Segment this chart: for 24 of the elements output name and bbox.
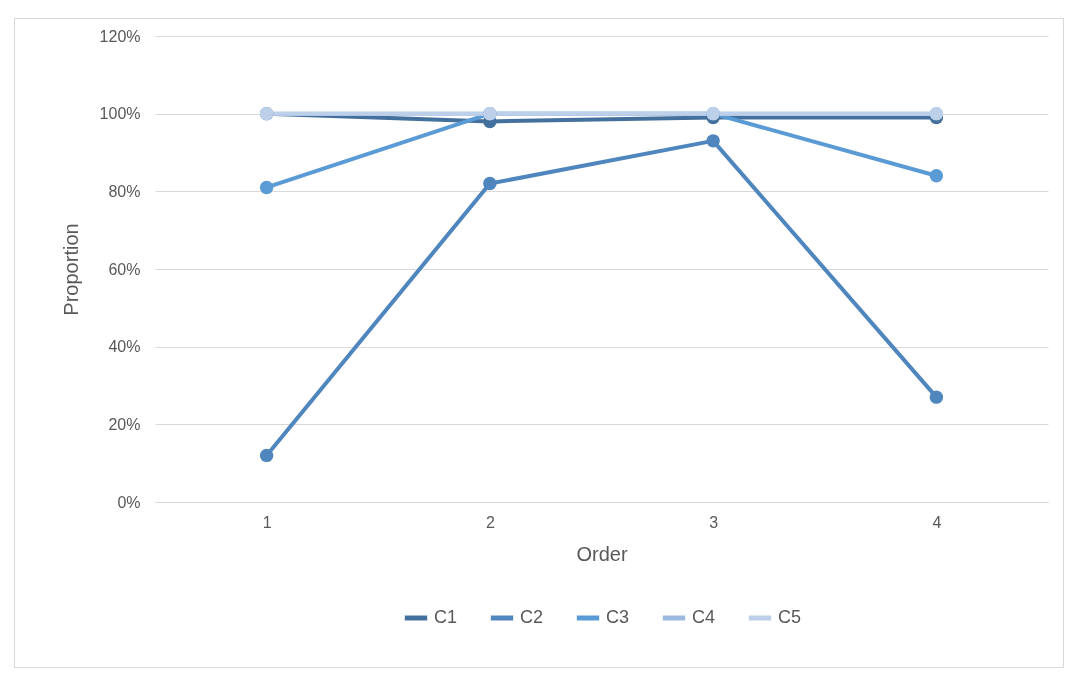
x-tick-label: 4 — [932, 513, 942, 531]
legend-label: C1 — [434, 607, 458, 627]
point — [259, 448, 274, 463]
y-tick-label: 120% — [99, 27, 141, 45]
point — [483, 176, 497, 191]
legend-label: C4 — [692, 607, 716, 627]
x-axis-title: Order — [576, 542, 628, 565]
legend-label: C2 — [520, 607, 544, 627]
y-tick-label: 80% — [108, 182, 141, 200]
legend-label: C5 — [778, 607, 802, 627]
x-tick-label: 3 — [709, 513, 719, 531]
legend-label: C3 — [606, 607, 630, 627]
y-tick-label: 60% — [108, 260, 141, 278]
y-tick-label: 100% — [99, 105, 141, 123]
y-tick-label: 0% — [117, 493, 141, 511]
y-tick-label: 20% — [108, 415, 141, 433]
x-tick-label: 1 — [262, 513, 272, 531]
point — [929, 390, 944, 404]
point — [706, 134, 720, 148]
y-axis-title: Proportion — [59, 223, 82, 316]
point — [929, 169, 944, 183]
x-tick-label: 2 — [485, 513, 495, 531]
y-tick-label: 40% — [108, 338, 141, 356]
point — [259, 180, 274, 195]
